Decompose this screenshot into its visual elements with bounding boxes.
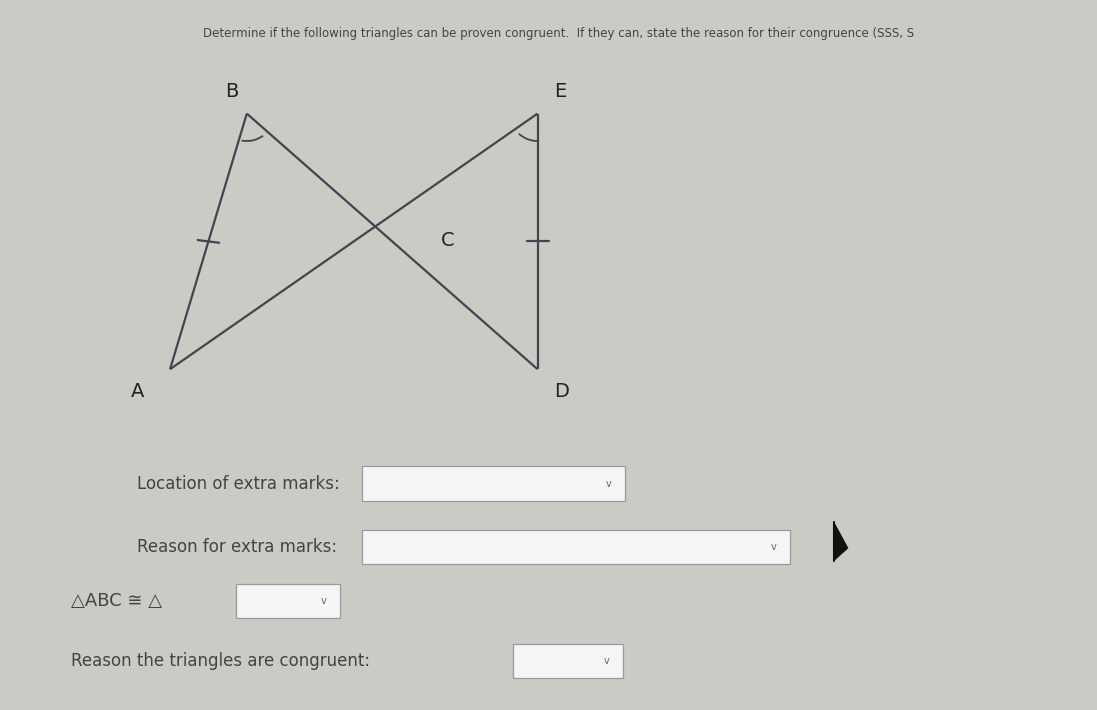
Text: D: D [554, 382, 569, 401]
Text: B: B [225, 82, 238, 101]
FancyBboxPatch shape [362, 530, 790, 564]
FancyBboxPatch shape [236, 584, 340, 618]
Text: v: v [603, 656, 610, 666]
FancyBboxPatch shape [513, 644, 623, 678]
Text: A: A [131, 382, 144, 401]
FancyBboxPatch shape [362, 466, 625, 501]
Text: v: v [770, 542, 777, 552]
Text: Reason for extra marks:: Reason for extra marks: [137, 538, 337, 557]
Polygon shape [834, 522, 848, 561]
Text: Determine if the following triangles can be proven congruent.  If they can, stat: Determine if the following triangles can… [203, 27, 914, 40]
Text: E: E [554, 82, 566, 101]
Text: C: C [441, 231, 454, 250]
Text: v: v [606, 479, 612, 488]
Text: △ABC ≅ △: △ABC ≅ △ [71, 591, 162, 610]
Text: v: v [320, 596, 327, 606]
Text: Reason the triangles are congruent:: Reason the triangles are congruent: [71, 652, 371, 670]
Text: Location of extra marks:: Location of extra marks: [137, 474, 340, 493]
